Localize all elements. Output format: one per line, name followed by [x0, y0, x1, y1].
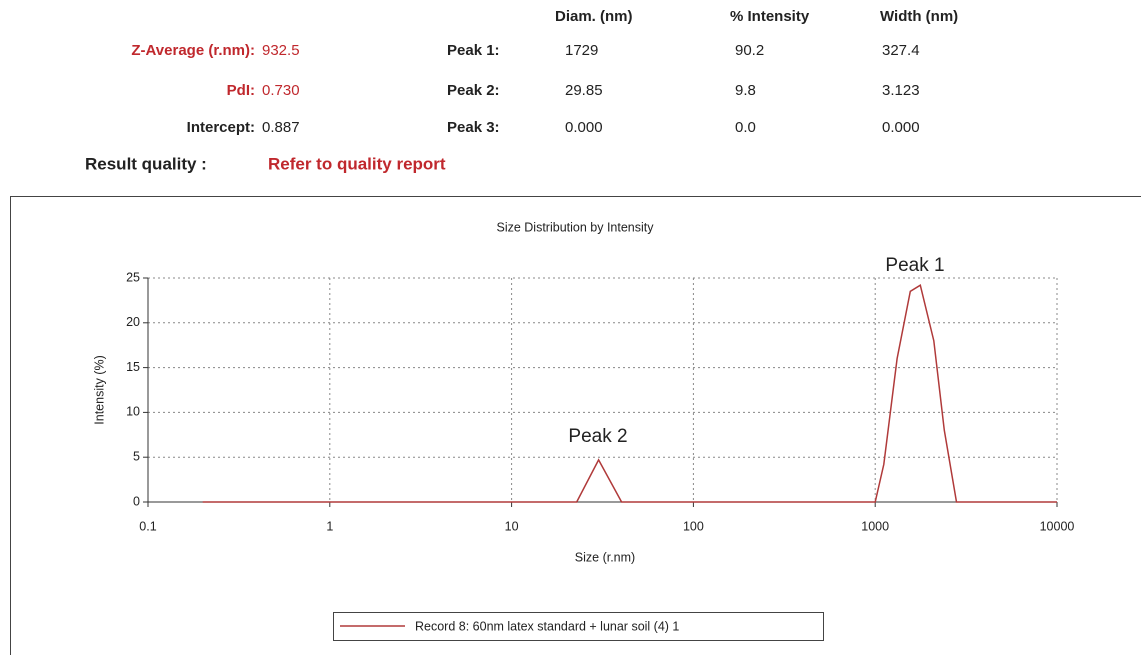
x-axis-label: Size (r.nm)	[575, 550, 635, 564]
header: Width (nm)	[880, 8, 958, 25]
y-tick-label: 5	[133, 449, 140, 463]
peak-label: Peak 3:	[447, 119, 500, 136]
y-tick-label: 25	[126, 270, 140, 284]
peak-value: 9.8	[735, 82, 756, 99]
metric-label: Intercept:	[187, 119, 255, 136]
x-tick-label: 10000	[1040, 519, 1075, 533]
peak-value: 3.123	[882, 82, 920, 99]
metric-label: Z-Average (r.nm):	[131, 42, 255, 59]
peak-value: 0.000	[565, 119, 603, 136]
legend	[333, 612, 824, 641]
metric-label: PdI:	[227, 82, 255, 99]
peak-value: 0.0	[735, 119, 756, 136]
x-tick-label: 100	[683, 519, 704, 533]
metric-value: 932.5	[262, 42, 300, 59]
annotation: Peak 2	[568, 426, 627, 447]
peak-value: 1729	[565, 42, 598, 59]
peak-value: 29.85	[565, 82, 603, 99]
peak-value: 0.000	[882, 119, 920, 136]
x-tick-label: 10	[505, 519, 519, 533]
chart-frame	[10, 196, 1141, 655]
x-tick-label: 0.1	[139, 519, 156, 533]
annotation: Peak 1	[885, 255, 944, 276]
peak-value: 90.2	[735, 42, 764, 59]
results-table: Diam. (nm) % Intensity Width (nm) Z-Aver…	[85, 8, 958, 174]
chart: Size Distribution by Intensity Size (r.n…	[92, 220, 1075, 641]
y-tick-label: 10	[126, 405, 140, 419]
x-tick-label: 1000	[861, 519, 889, 533]
data-line	[202, 284, 1057, 503]
x-tick-label: 1	[326, 519, 333, 533]
chart-title: Size Distribution by Intensity	[496, 220, 654, 234]
y-tick-label: 20	[126, 315, 140, 329]
peak-label: Peak 2:	[447, 82, 500, 99]
quality-link[interactable]: Refer to quality report	[268, 154, 446, 173]
quality-label: Result quality :	[85, 154, 207, 173]
header: % Intensity	[730, 8, 810, 25]
y-tick-label: 0	[133, 494, 140, 508]
y-tick-label: 15	[126, 360, 140, 374]
y-axis-label: Intensity (%)	[92, 355, 106, 424]
legend-label: Record 8: 60nm latex standard + lunar so…	[415, 619, 679, 633]
metric-value: 0.887	[262, 119, 300, 136]
peak-label: Peak 1:	[447, 42, 500, 59]
header: Diam. (nm)	[555, 8, 633, 25]
metric-value: 0.730	[262, 82, 300, 99]
peak-value: 327.4	[882, 42, 920, 59]
